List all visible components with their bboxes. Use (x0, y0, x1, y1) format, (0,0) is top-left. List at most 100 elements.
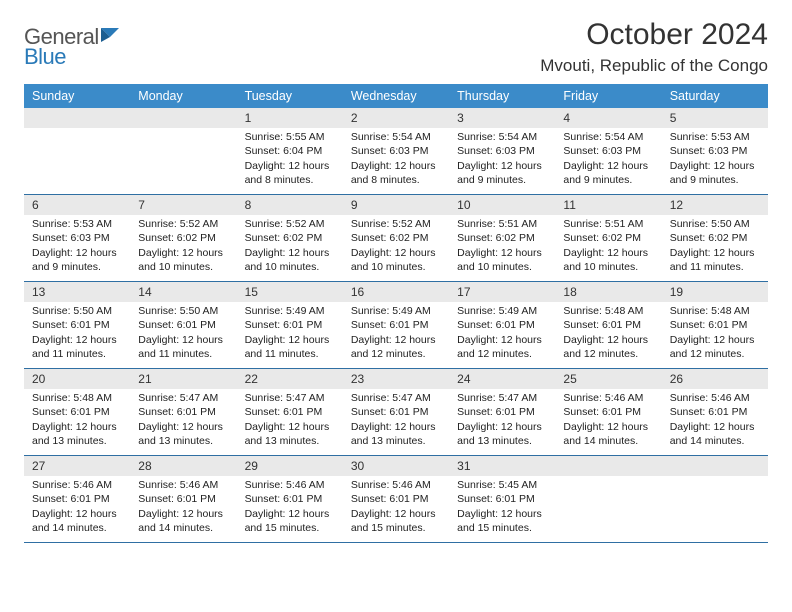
day-cell (130, 108, 236, 194)
daylight-text: Daylight: 12 hours and 13 minutes. (138, 420, 228, 448)
daylight-text: Daylight: 12 hours and 8 minutes. (245, 159, 335, 187)
day-cell: 14Sunrise: 5:50 AMSunset: 6:01 PMDayligh… (130, 282, 236, 368)
sunrise-text: Sunrise: 5:54 AM (351, 130, 441, 144)
sunset-text: Sunset: 6:01 PM (457, 405, 547, 419)
day-cell: 28Sunrise: 5:46 AMSunset: 6:01 PMDayligh… (130, 456, 236, 542)
sunrise-text: Sunrise: 5:48 AM (32, 391, 122, 405)
sunrise-text: Sunrise: 5:50 AM (138, 304, 228, 318)
day-cell: 30Sunrise: 5:46 AMSunset: 6:01 PMDayligh… (343, 456, 449, 542)
day-number: 29 (237, 456, 343, 476)
sunrise-text: Sunrise: 5:47 AM (245, 391, 335, 405)
sunset-text: Sunset: 6:01 PM (138, 492, 228, 506)
daylight-text: Daylight: 12 hours and 11 minutes. (670, 246, 760, 274)
day-details: Sunrise: 5:49 AMSunset: 6:01 PMDaylight:… (237, 302, 343, 367)
day-cell: 21Sunrise: 5:47 AMSunset: 6:01 PMDayligh… (130, 369, 236, 455)
day-cell: 10Sunrise: 5:51 AMSunset: 6:02 PMDayligh… (449, 195, 555, 281)
daylight-text: Daylight: 12 hours and 11 minutes. (138, 333, 228, 361)
day-details: Sunrise: 5:50 AMSunset: 6:01 PMDaylight:… (130, 302, 236, 367)
sunset-text: Sunset: 6:02 PM (245, 231, 335, 245)
page-header: General October 2024 Mvouti, Republic of… (24, 18, 768, 76)
day-details: Sunrise: 5:47 AMSunset: 6:01 PMDaylight:… (130, 389, 236, 454)
sunset-text: Sunset: 6:04 PM (245, 144, 335, 158)
day-number (24, 108, 130, 128)
day-cell: 15Sunrise: 5:49 AMSunset: 6:01 PMDayligh… (237, 282, 343, 368)
daylight-text: Daylight: 12 hours and 14 minutes. (138, 507, 228, 535)
weekday-header: Monday (130, 84, 236, 108)
sunset-text: Sunset: 6:01 PM (138, 405, 228, 419)
sunrise-text: Sunrise: 5:46 AM (351, 478, 441, 492)
sunset-text: Sunset: 6:03 PM (457, 144, 547, 158)
day-cell: 24Sunrise: 5:47 AMSunset: 6:01 PMDayligh… (449, 369, 555, 455)
day-details: Sunrise: 5:54 AMSunset: 6:03 PMDaylight:… (343, 128, 449, 193)
daylight-text: Daylight: 12 hours and 13 minutes. (245, 420, 335, 448)
day-number: 14 (130, 282, 236, 302)
day-number: 5 (662, 108, 768, 128)
title-block: October 2024 Mvouti, Republic of the Con… (540, 18, 768, 76)
day-cell: 3Sunrise: 5:54 AMSunset: 6:03 PMDaylight… (449, 108, 555, 194)
week-row: 20Sunrise: 5:48 AMSunset: 6:01 PMDayligh… (24, 369, 768, 456)
day-number: 3 (449, 108, 555, 128)
sunrise-text: Sunrise: 5:46 AM (563, 391, 653, 405)
sunset-text: Sunset: 6:03 PM (563, 144, 653, 158)
week-row: 13Sunrise: 5:50 AMSunset: 6:01 PMDayligh… (24, 282, 768, 369)
day-details: Sunrise: 5:50 AMSunset: 6:01 PMDaylight:… (24, 302, 130, 367)
daylight-text: Daylight: 12 hours and 14 minutes. (670, 420, 760, 448)
sunset-text: Sunset: 6:01 PM (245, 318, 335, 332)
calendar-page: General October 2024 Mvouti, Republic of… (0, 0, 792, 612)
day-number: 22 (237, 369, 343, 389)
day-details: Sunrise: 5:53 AMSunset: 6:03 PMDaylight:… (24, 215, 130, 280)
day-cell: 11Sunrise: 5:51 AMSunset: 6:02 PMDayligh… (555, 195, 661, 281)
weekday-header: Saturday (662, 84, 768, 108)
sunset-text: Sunset: 6:03 PM (32, 231, 122, 245)
day-number: 19 (662, 282, 768, 302)
day-cell (24, 108, 130, 194)
sunrise-text: Sunrise: 5:53 AM (670, 130, 760, 144)
day-number (130, 108, 236, 128)
day-details: Sunrise: 5:48 AMSunset: 6:01 PMDaylight:… (24, 389, 130, 454)
day-number (662, 456, 768, 476)
sunset-text: Sunset: 6:01 PM (351, 405, 441, 419)
weeks-container: 1Sunrise: 5:55 AMSunset: 6:04 PMDaylight… (24, 108, 768, 543)
sunset-text: Sunset: 6:01 PM (32, 405, 122, 419)
day-details: Sunrise: 5:48 AMSunset: 6:01 PMDaylight:… (555, 302, 661, 367)
daylight-text: Daylight: 12 hours and 15 minutes. (245, 507, 335, 535)
day-number: 25 (555, 369, 661, 389)
sunrise-text: Sunrise: 5:47 AM (351, 391, 441, 405)
day-details: Sunrise: 5:46 AMSunset: 6:01 PMDaylight:… (555, 389, 661, 454)
day-cell: 2Sunrise: 5:54 AMSunset: 6:03 PMDaylight… (343, 108, 449, 194)
day-number: 20 (24, 369, 130, 389)
day-number: 27 (24, 456, 130, 476)
sunrise-text: Sunrise: 5:52 AM (138, 217, 228, 231)
sunset-text: Sunset: 6:02 PM (670, 231, 760, 245)
daylight-text: Daylight: 12 hours and 14 minutes. (32, 507, 122, 535)
sunrise-text: Sunrise: 5:46 AM (32, 478, 122, 492)
sunset-text: Sunset: 6:01 PM (138, 318, 228, 332)
brand-name-part2: Blue (24, 44, 66, 69)
day-cell: 5 Sunrise: 5:53 AMSunset: 6:03 PMDaylight… (662, 108, 768, 194)
location-subtitle: Mvouti, Republic of the Congo (540, 56, 768, 76)
sunset-text: Sunset: 6:01 PM (351, 318, 441, 332)
daylight-text: Daylight: 12 hours and 12 minutes. (351, 333, 441, 361)
day-number: 11 (555, 195, 661, 215)
sunrise-text: Sunrise: 5:49 AM (245, 304, 335, 318)
sunset-text: Sunset: 6:02 PM (563, 231, 653, 245)
sunset-text: Sunset: 6:03 PM (670, 144, 760, 158)
day-number: 13 (24, 282, 130, 302)
day-cell: 17Sunrise: 5:49 AMSunset: 6:01 PMDayligh… (449, 282, 555, 368)
sunrise-text: Sunrise: 5:53 AM (32, 217, 122, 231)
sunrise-text: Sunrise: 5:52 AM (245, 217, 335, 231)
day-cell: 29Sunrise: 5:46 AMSunset: 6:01 PMDayligh… (237, 456, 343, 542)
daylight-text: Daylight: 12 hours and 9 minutes. (670, 159, 760, 187)
day-details: Sunrise: 5:48 AMSunset: 6:01 PMDaylight:… (662, 302, 768, 367)
brand-flag-icon (101, 26, 123, 49)
day-number: 2 (343, 108, 449, 128)
weekday-header-row: Sunday Monday Tuesday Wednesday Thursday… (24, 84, 768, 108)
day-cell: 31Sunrise: 5:45 AMSunset: 6:01 PMDayligh… (449, 456, 555, 542)
daylight-text: Daylight: 12 hours and 10 minutes. (351, 246, 441, 274)
weekday-header: Sunday (24, 84, 130, 108)
week-row: 1Sunrise: 5:55 AMSunset: 6:04 PMDaylight… (24, 108, 768, 195)
sunset-text: Sunset: 6:01 PM (670, 318, 760, 332)
brand-name-line2: Blue (24, 44, 66, 70)
daylight-text: Daylight: 12 hours and 8 minutes. (351, 159, 441, 187)
daylight-text: Daylight: 12 hours and 9 minutes. (32, 246, 122, 274)
